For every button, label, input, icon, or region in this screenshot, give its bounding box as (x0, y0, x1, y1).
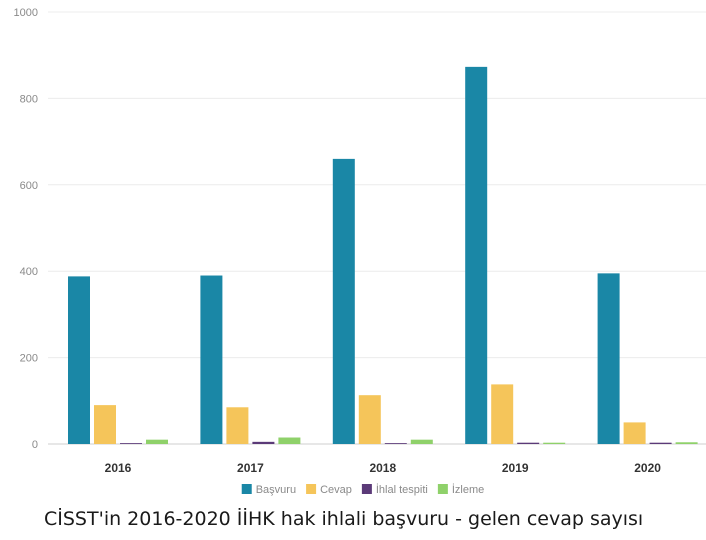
bar-2020-3 (675, 442, 698, 444)
y-tick-label: 600 (20, 180, 38, 192)
x-category-label: 2017 (237, 461, 264, 475)
y-tick-label: 200 (20, 353, 38, 365)
chart-caption: CİSST'in 2016-2020 İİHK hak ihlali başvu… (44, 508, 644, 530)
legend-swatch (437, 484, 448, 494)
y-axis-ticks: 0 200 400 600 800 1000 (14, 7, 38, 451)
bars (68, 66, 698, 444)
legend-label: Cevap (320, 484, 352, 496)
y-tick-label: 0 (32, 439, 38, 451)
bar-2016-1 (94, 405, 116, 444)
legend-swatch (306, 484, 317, 494)
bar-2018-0 (332, 158, 355, 444)
bar-2020-0 (597, 273, 620, 444)
y-tick-label: 1000 (14, 7, 38, 19)
bar-2019-1 (491, 384, 514, 444)
x-category-label: 2019 (502, 461, 529, 475)
bar-2020-2 (649, 442, 672, 444)
bar-2020-1 (623, 422, 646, 444)
bar-2017-1 (226, 407, 249, 444)
y-tick-label: 400 (20, 266, 38, 278)
bar-2018-3 (410, 439, 433, 444)
legend-label: İhlal tespiti (376, 483, 428, 496)
bar-2017-2 (252, 441, 275, 444)
bar-2018-2 (384, 443, 407, 444)
legend-swatch (241, 484, 252, 494)
bar-2017-3 (278, 437, 301, 444)
legend-label: Başvuru (256, 484, 296, 496)
bar-2016-3 (146, 439, 168, 444)
bar-2019-0 (465, 66, 488, 444)
bar-2019-2 (517, 442, 540, 444)
grid-lines (48, 11, 706, 445)
legend-swatch (361, 484, 372, 494)
x-axis-categories: 2016 2017 2018 2019 2020 (105, 461, 662, 475)
x-category-label: 2018 (369, 461, 396, 475)
bar-2016-2 (120, 443, 142, 444)
bar-2017-0 (200, 275, 223, 444)
x-category-label: 2016 (105, 461, 132, 475)
bar-2018-1 (358, 395, 381, 444)
bar-chart: 0 200 400 600 800 1000 2016 2017 2018 2019 2020 B… (14, 7, 706, 496)
y-tick-label: 800 (20, 93, 38, 105)
x-category-label: 2020 (634, 461, 661, 475)
bar-2019-3 (543, 442, 566, 444)
bar-2016-0 (68, 276, 90, 444)
legend-label: İzleme (452, 483, 484, 496)
legend: Başvuru Cevap İhlal tespiti İzleme (241, 483, 484, 496)
